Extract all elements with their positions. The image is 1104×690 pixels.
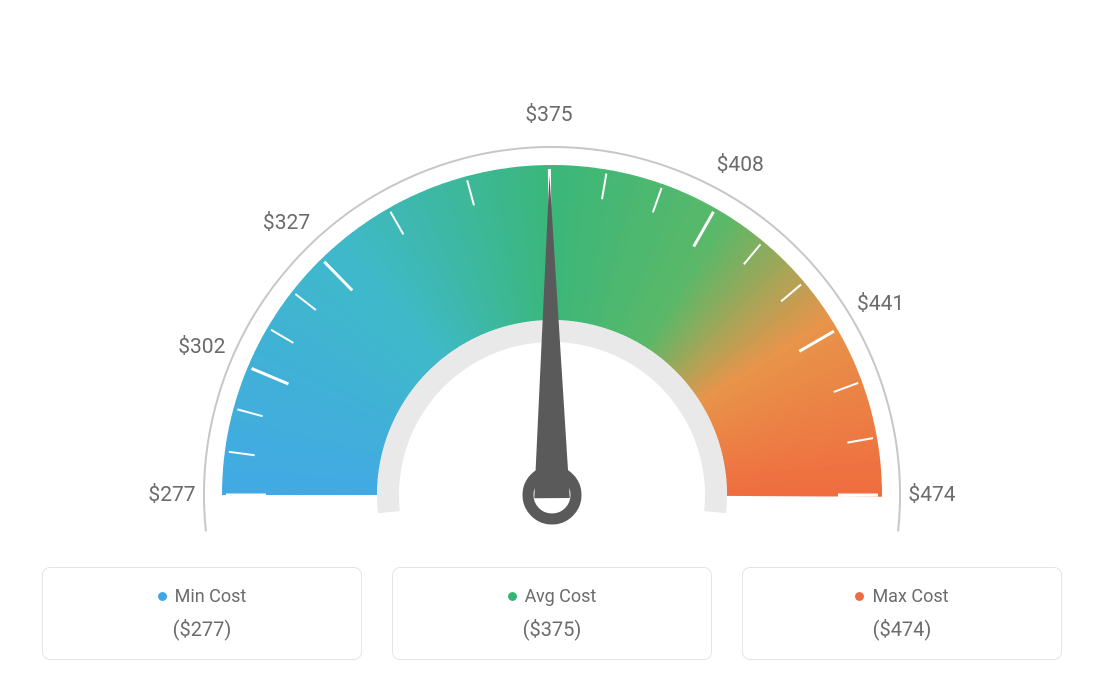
legend-max-value: ($474) xyxy=(743,617,1061,641)
legend-avg-dot xyxy=(508,592,517,601)
gauge-tick-label: $474 xyxy=(908,483,955,507)
legend-max-title: Max Cost xyxy=(855,586,948,607)
gauge-tick-label: $408 xyxy=(717,153,764,177)
legend-avg-title: Avg Cost xyxy=(508,586,597,607)
gauge-area: $277 $302 $327 $375 $408 $441 $474 xyxy=(0,0,1104,560)
legend-avg-card: Avg Cost ($375) xyxy=(392,567,712,660)
legend-max-label: Max Cost xyxy=(872,586,948,607)
gauge-tick-label: $302 xyxy=(178,335,225,359)
legend-min-card: Min Cost ($277) xyxy=(42,567,362,660)
gauge-tick-label: $441 xyxy=(857,292,904,316)
gauge-tick-label: $277 xyxy=(148,483,195,507)
legend-max-card: Max Cost ($474) xyxy=(742,567,1062,660)
legend-min-title: Min Cost xyxy=(158,586,247,607)
gauge-tick-label: $375 xyxy=(525,103,572,127)
legend-min-label: Min Cost xyxy=(175,586,247,607)
gauge-tick-label: $327 xyxy=(263,211,310,235)
gauge-svg xyxy=(0,0,1104,560)
legend-min-value: ($277) xyxy=(43,617,361,641)
gauge-chart-container: $277 $302 $327 $375 $408 $441 $474 Min Cost ($… xyxy=(0,0,1104,690)
legend-avg-value: ($375) xyxy=(393,617,711,641)
legend-min-dot xyxy=(158,592,167,601)
legend-row: Min Cost ($277) Avg Cost ($375) Max Cost… xyxy=(0,567,1104,660)
legend-avg-label: Avg Cost xyxy=(525,586,597,607)
legend-max-dot xyxy=(855,592,864,601)
